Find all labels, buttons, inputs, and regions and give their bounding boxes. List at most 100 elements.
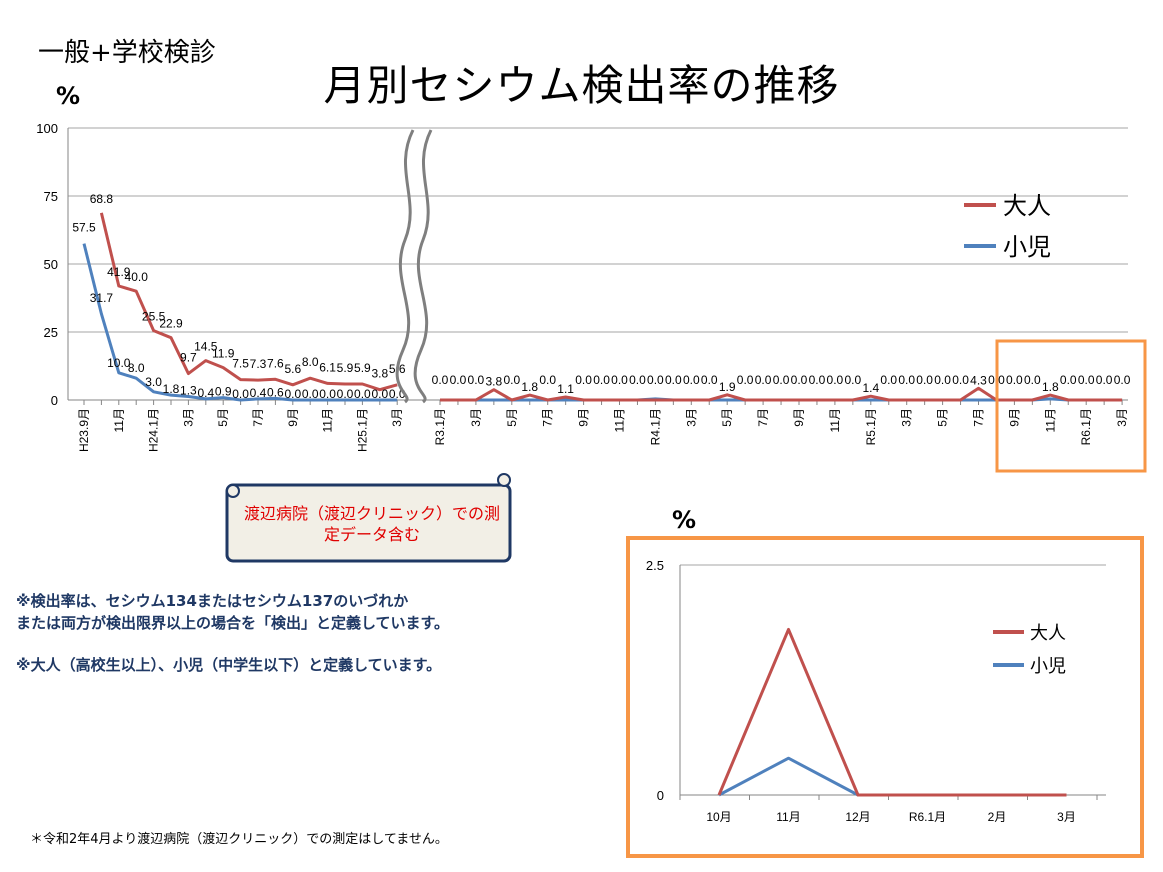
data-label: 0.0 <box>880 373 897 387</box>
x-tick-label: H23.9月 <box>77 408 91 452</box>
note-line: ※検出率は、セシウム134またはセシウム137のいづれか <box>16 592 409 610</box>
data-label: 0.0 <box>319 387 336 401</box>
data-label: 0.0 <box>934 373 951 387</box>
x-tick-label: 7月 <box>972 408 986 427</box>
data-label: 1.9 <box>719 380 736 394</box>
x-tick-label: 11月 <box>828 408 842 432</box>
axis-break-line <box>395 129 415 404</box>
x-tick-label: 3月 <box>1115 408 1129 427</box>
data-label: 0.0 <box>701 373 718 387</box>
chart-subtitle: 一般+学校検診 <box>38 38 216 68</box>
data-label: 0.0 <box>468 373 485 387</box>
x-tick-label: R5.1月 <box>864 408 878 445</box>
data-label: 5.9 <box>354 361 371 375</box>
data-label: 0.9 <box>215 385 232 399</box>
data-label: 0.0 <box>1006 373 1023 387</box>
data-label: 0.0 <box>371 387 388 401</box>
callout-curl <box>497 473 511 487</box>
inset-x-tick-label: 12月 <box>845 810 870 824</box>
chart-title: 月別セシウム検出率の推移 <box>323 61 840 110</box>
x-tick-label: 11月 <box>613 408 627 432</box>
data-label: 0.0 <box>432 373 449 387</box>
data-label: 0.0 <box>737 373 754 387</box>
data-label: 1.8 <box>521 380 538 394</box>
data-label: 0.0 <box>539 373 556 387</box>
data-label: 0.0 <box>916 373 933 387</box>
data-label: 0.0 <box>755 373 772 387</box>
note-line: または両方が検出限界以上の場合を「検出」と定義しています。 <box>16 614 450 632</box>
inset-legend-label-adult: 大人 <box>1030 623 1066 643</box>
data-label: 57.5 <box>72 221 96 235</box>
data-label: 0.0 <box>1078 373 1095 387</box>
data-label: 14.5 <box>194 340 218 354</box>
data-label: 9.7 <box>180 351 197 365</box>
legend-label-child: 小児 <box>1003 234 1051 261</box>
series-line-adult <box>440 386 1123 402</box>
data-label: 3.8 <box>486 375 503 389</box>
x-tick-label: 7月 <box>251 408 265 427</box>
inset-y-tick-label: 0 <box>657 788 664 803</box>
data-label: 0.0 <box>302 387 319 401</box>
data-label: 0.0 <box>827 373 844 387</box>
notes: ※検出率は、セシウム134またはセシウム137のいづれか または両方が検出限界以… <box>16 590 449 676</box>
x-tick-label: H24.1月 <box>147 408 161 452</box>
data-label: 0.0 <box>1060 373 1077 387</box>
x-tick-label: H25.1月 <box>355 408 369 452</box>
x-tick-label: 7月 <box>541 408 555 427</box>
data-label: 0.0 <box>773 373 790 387</box>
data-label: 7.5 <box>232 357 249 371</box>
data-label: 31.7 <box>90 291 114 305</box>
inset-x-tick-label: 10月 <box>706 810 731 824</box>
x-tick-label: 3月 <box>469 408 483 427</box>
data-label: 10.0 <box>107 356 131 370</box>
data-label: 0.0 <box>354 387 371 401</box>
main-y-unit: % <box>56 82 81 110</box>
data-label: 0.4 <box>197 386 214 400</box>
data-label: 0.0 <box>337 387 354 401</box>
y-tick-label: 100 <box>36 121 58 136</box>
y-tick-label: 50 <box>44 257 58 272</box>
y-tick-label: 25 <box>44 325 58 340</box>
callout-scroll <box>225 483 512 563</box>
x-tick-label: 3月 <box>900 408 914 427</box>
callout-curl <box>226 484 240 498</box>
x-tick-label: R3.1月 <box>433 408 447 445</box>
data-label: 3.0 <box>145 375 162 389</box>
data-label: 1.8 <box>163 382 180 396</box>
data-label: 0.0 <box>647 373 664 387</box>
data-label: 6.1 <box>319 360 336 374</box>
data-label: 4.3 <box>970 373 987 387</box>
y-tick-label: 0 <box>51 393 58 408</box>
data-label: 5.6 <box>284 362 301 376</box>
x-tick-label: 3月 <box>684 408 698 427</box>
data-label: 40.0 <box>125 270 149 284</box>
axis-break-line <box>413 129 433 404</box>
data-label: 1.3 <box>180 383 197 397</box>
data-label: 0.0 <box>1096 373 1113 387</box>
data-label: 0.0 <box>1024 373 1041 387</box>
data-label: 0.0 <box>232 387 249 401</box>
x-tick-label: 5月 <box>720 408 734 427</box>
data-label: 1.1 <box>557 382 574 396</box>
footnote: ＊令和2年4月より渡辺病院（渡辺クリニック）での測定はしてません。 <box>30 832 448 847</box>
inset-y-unit: % <box>672 506 697 534</box>
highlight-box <box>995 339 1147 473</box>
data-label: 1.8 <box>1042 380 1059 394</box>
x-tick-label: 9月 <box>286 408 300 427</box>
data-label: 0.0 <box>898 373 915 387</box>
data-label: 0.0 <box>450 373 467 387</box>
data-label: 0.0 <box>629 373 646 387</box>
x-tick-label: 5月 <box>216 408 230 427</box>
data-label: 0.0 <box>1114 373 1131 387</box>
y-tick-label: 75 <box>44 189 58 204</box>
inset-series-line-child <box>718 756 1067 797</box>
data-label: 0.0 <box>683 373 700 387</box>
inset-x-tick-label: 3月 <box>1057 810 1076 824</box>
x-tick-label: 11月 <box>321 408 335 432</box>
data-label: 68.8 <box>90 192 114 206</box>
legend-label-adult: 大人 <box>1003 193 1051 220</box>
inset-legend-label-child: 小児 <box>1030 656 1066 676</box>
data-label: 0.6 <box>267 385 284 399</box>
inset-x-tick-label: 11月 <box>776 810 800 824</box>
data-label: 0.0 <box>665 373 682 387</box>
